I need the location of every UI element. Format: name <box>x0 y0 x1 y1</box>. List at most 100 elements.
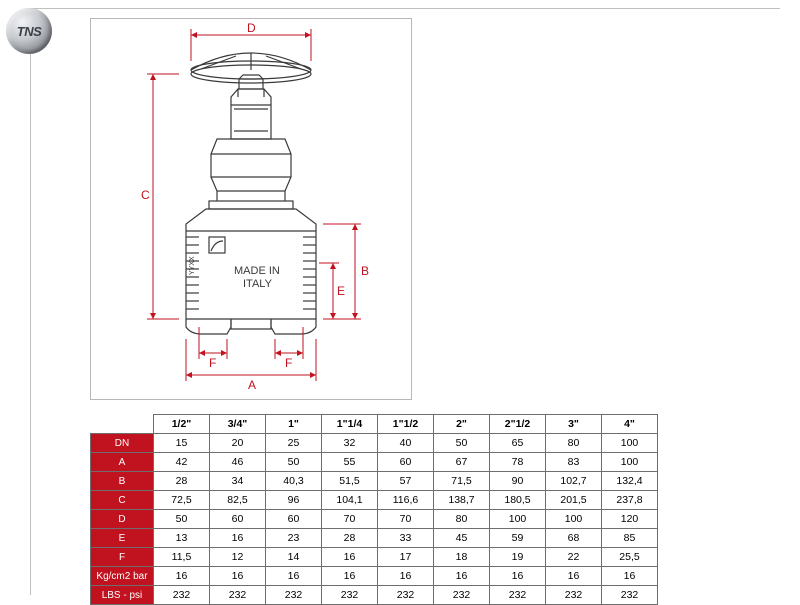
table-cell: 201,5 <box>546 491 602 510</box>
table-cell: 16 <box>378 567 434 586</box>
table-cell: 16 <box>322 548 378 567</box>
table-cell: 67 <box>434 453 490 472</box>
table-cell: 16 <box>434 567 490 586</box>
table-cell: 22 <box>546 548 602 567</box>
table-cell: 120 <box>602 510 658 529</box>
table-cell: 57 <box>378 472 434 491</box>
table-cell: 232 <box>210 586 266 605</box>
table-cell: 19 <box>490 548 546 567</box>
body-marking-2: ITALY <box>243 278 273 290</box>
table-cell: 42 <box>154 453 210 472</box>
table-cell: 32 <box>322 434 378 453</box>
technical-drawing: YYXX MADE IN ITALY D C B E A <box>90 18 412 400</box>
table-cell: 60 <box>378 453 434 472</box>
table-cell: 50 <box>266 453 322 472</box>
table-cell: 28 <box>322 529 378 548</box>
dim-label-e: E <box>337 284 345 298</box>
table-cell: 180,5 <box>490 491 546 510</box>
table-cell: 83 <box>546 453 602 472</box>
table-cell: 237,8 <box>602 491 658 510</box>
body-marking-1: MADE IN <box>234 265 280 277</box>
table-cell: 232 <box>602 586 658 605</box>
table-cell: 85 <box>602 529 658 548</box>
table-cell: 16 <box>210 529 266 548</box>
table-cell: 20 <box>210 434 266 453</box>
size-header: 2"1/2 <box>490 415 546 434</box>
table-cell: 65 <box>490 434 546 453</box>
table-cell: 138,7 <box>434 491 490 510</box>
row-header: F <box>91 548 154 567</box>
table-cell: 116,6 <box>378 491 434 510</box>
row-header: E <box>91 529 154 548</box>
table-cell: 16 <box>490 567 546 586</box>
row-header: A <box>91 453 154 472</box>
table-cell: 16 <box>266 567 322 586</box>
table-cell: 15 <box>154 434 210 453</box>
table-cell: 50 <box>434 434 490 453</box>
table-cell: 25 <box>266 434 322 453</box>
table-cell: 232 <box>322 586 378 605</box>
table-cell: 104,1 <box>322 491 378 510</box>
table-cell: 100 <box>546 510 602 529</box>
size-header: 1/2" <box>154 415 210 434</box>
table-cell: 59 <box>490 529 546 548</box>
table-cell: 16 <box>210 567 266 586</box>
table-cell: 51,5 <box>322 472 378 491</box>
table-cell: 232 <box>434 586 490 605</box>
table-cell: 33 <box>378 529 434 548</box>
size-header: 1" <box>266 415 322 434</box>
table-cell: 60 <box>266 510 322 529</box>
table-cell: 45 <box>434 529 490 548</box>
dimensions-table: 1/2"3/4"1"1"1/41"1/22"2"1/23"4"DN1520253… <box>90 414 658 605</box>
table-corner <box>91 415 154 434</box>
table-cell: 132,4 <box>602 472 658 491</box>
table-cell: 100 <box>602 453 658 472</box>
size-header: 2" <box>434 415 490 434</box>
table-cell: 90 <box>490 472 546 491</box>
dim-label-b: B <box>361 264 369 278</box>
table-cell: 71,5 <box>434 472 490 491</box>
row-header: DN <box>91 434 154 453</box>
size-header: 3" <box>546 415 602 434</box>
table-cell: 40,3 <box>266 472 322 491</box>
row-header: LBS - psi <box>91 586 154 605</box>
table-cell: 72,5 <box>154 491 210 510</box>
table-cell: 100 <box>490 510 546 529</box>
size-header: 1"1/2 <box>378 415 434 434</box>
table-cell: 102,7 <box>546 472 602 491</box>
table-cell: 18 <box>434 548 490 567</box>
table-cell: 23 <box>266 529 322 548</box>
table-cell: 232 <box>266 586 322 605</box>
table-cell: 11,5 <box>154 548 210 567</box>
table-cell: 34 <box>210 472 266 491</box>
dim-label-c: C <box>141 188 150 202</box>
table-cell: 14 <box>266 548 322 567</box>
table-cell: 96 <box>266 491 322 510</box>
table-cell: 232 <box>490 586 546 605</box>
table-cell: 232 <box>378 586 434 605</box>
body-marking-date: YYXX <box>189 256 196 275</box>
row-header: D <box>91 510 154 529</box>
row-header: C <box>91 491 154 510</box>
table-cell: 16 <box>322 567 378 586</box>
brand-logo: TNS <box>6 8 52 54</box>
table-cell: 28 <box>154 472 210 491</box>
table-cell: 100 <box>602 434 658 453</box>
valve-drawing-svg: YYXX MADE IN ITALY D C B E A <box>91 19 411 399</box>
table-cell: 55 <box>322 453 378 472</box>
table-cell: 80 <box>546 434 602 453</box>
size-header: 3/4" <box>210 415 266 434</box>
table-cell: 70 <box>378 510 434 529</box>
dim-label-a: A <box>248 378 256 392</box>
row-header: Kg/cm2 bar <box>91 567 154 586</box>
row-header: B <box>91 472 154 491</box>
table-cell: 25,5 <box>602 548 658 567</box>
table-cell: 78 <box>490 453 546 472</box>
table-cell: 16 <box>602 567 658 586</box>
table-cell: 16 <box>546 567 602 586</box>
table-cell: 80 <box>434 510 490 529</box>
dim-label-d: D <box>247 21 256 35</box>
dim-label-f1: F <box>209 356 216 370</box>
table-cell: 46 <box>210 453 266 472</box>
dim-label-f2: F <box>285 356 292 370</box>
